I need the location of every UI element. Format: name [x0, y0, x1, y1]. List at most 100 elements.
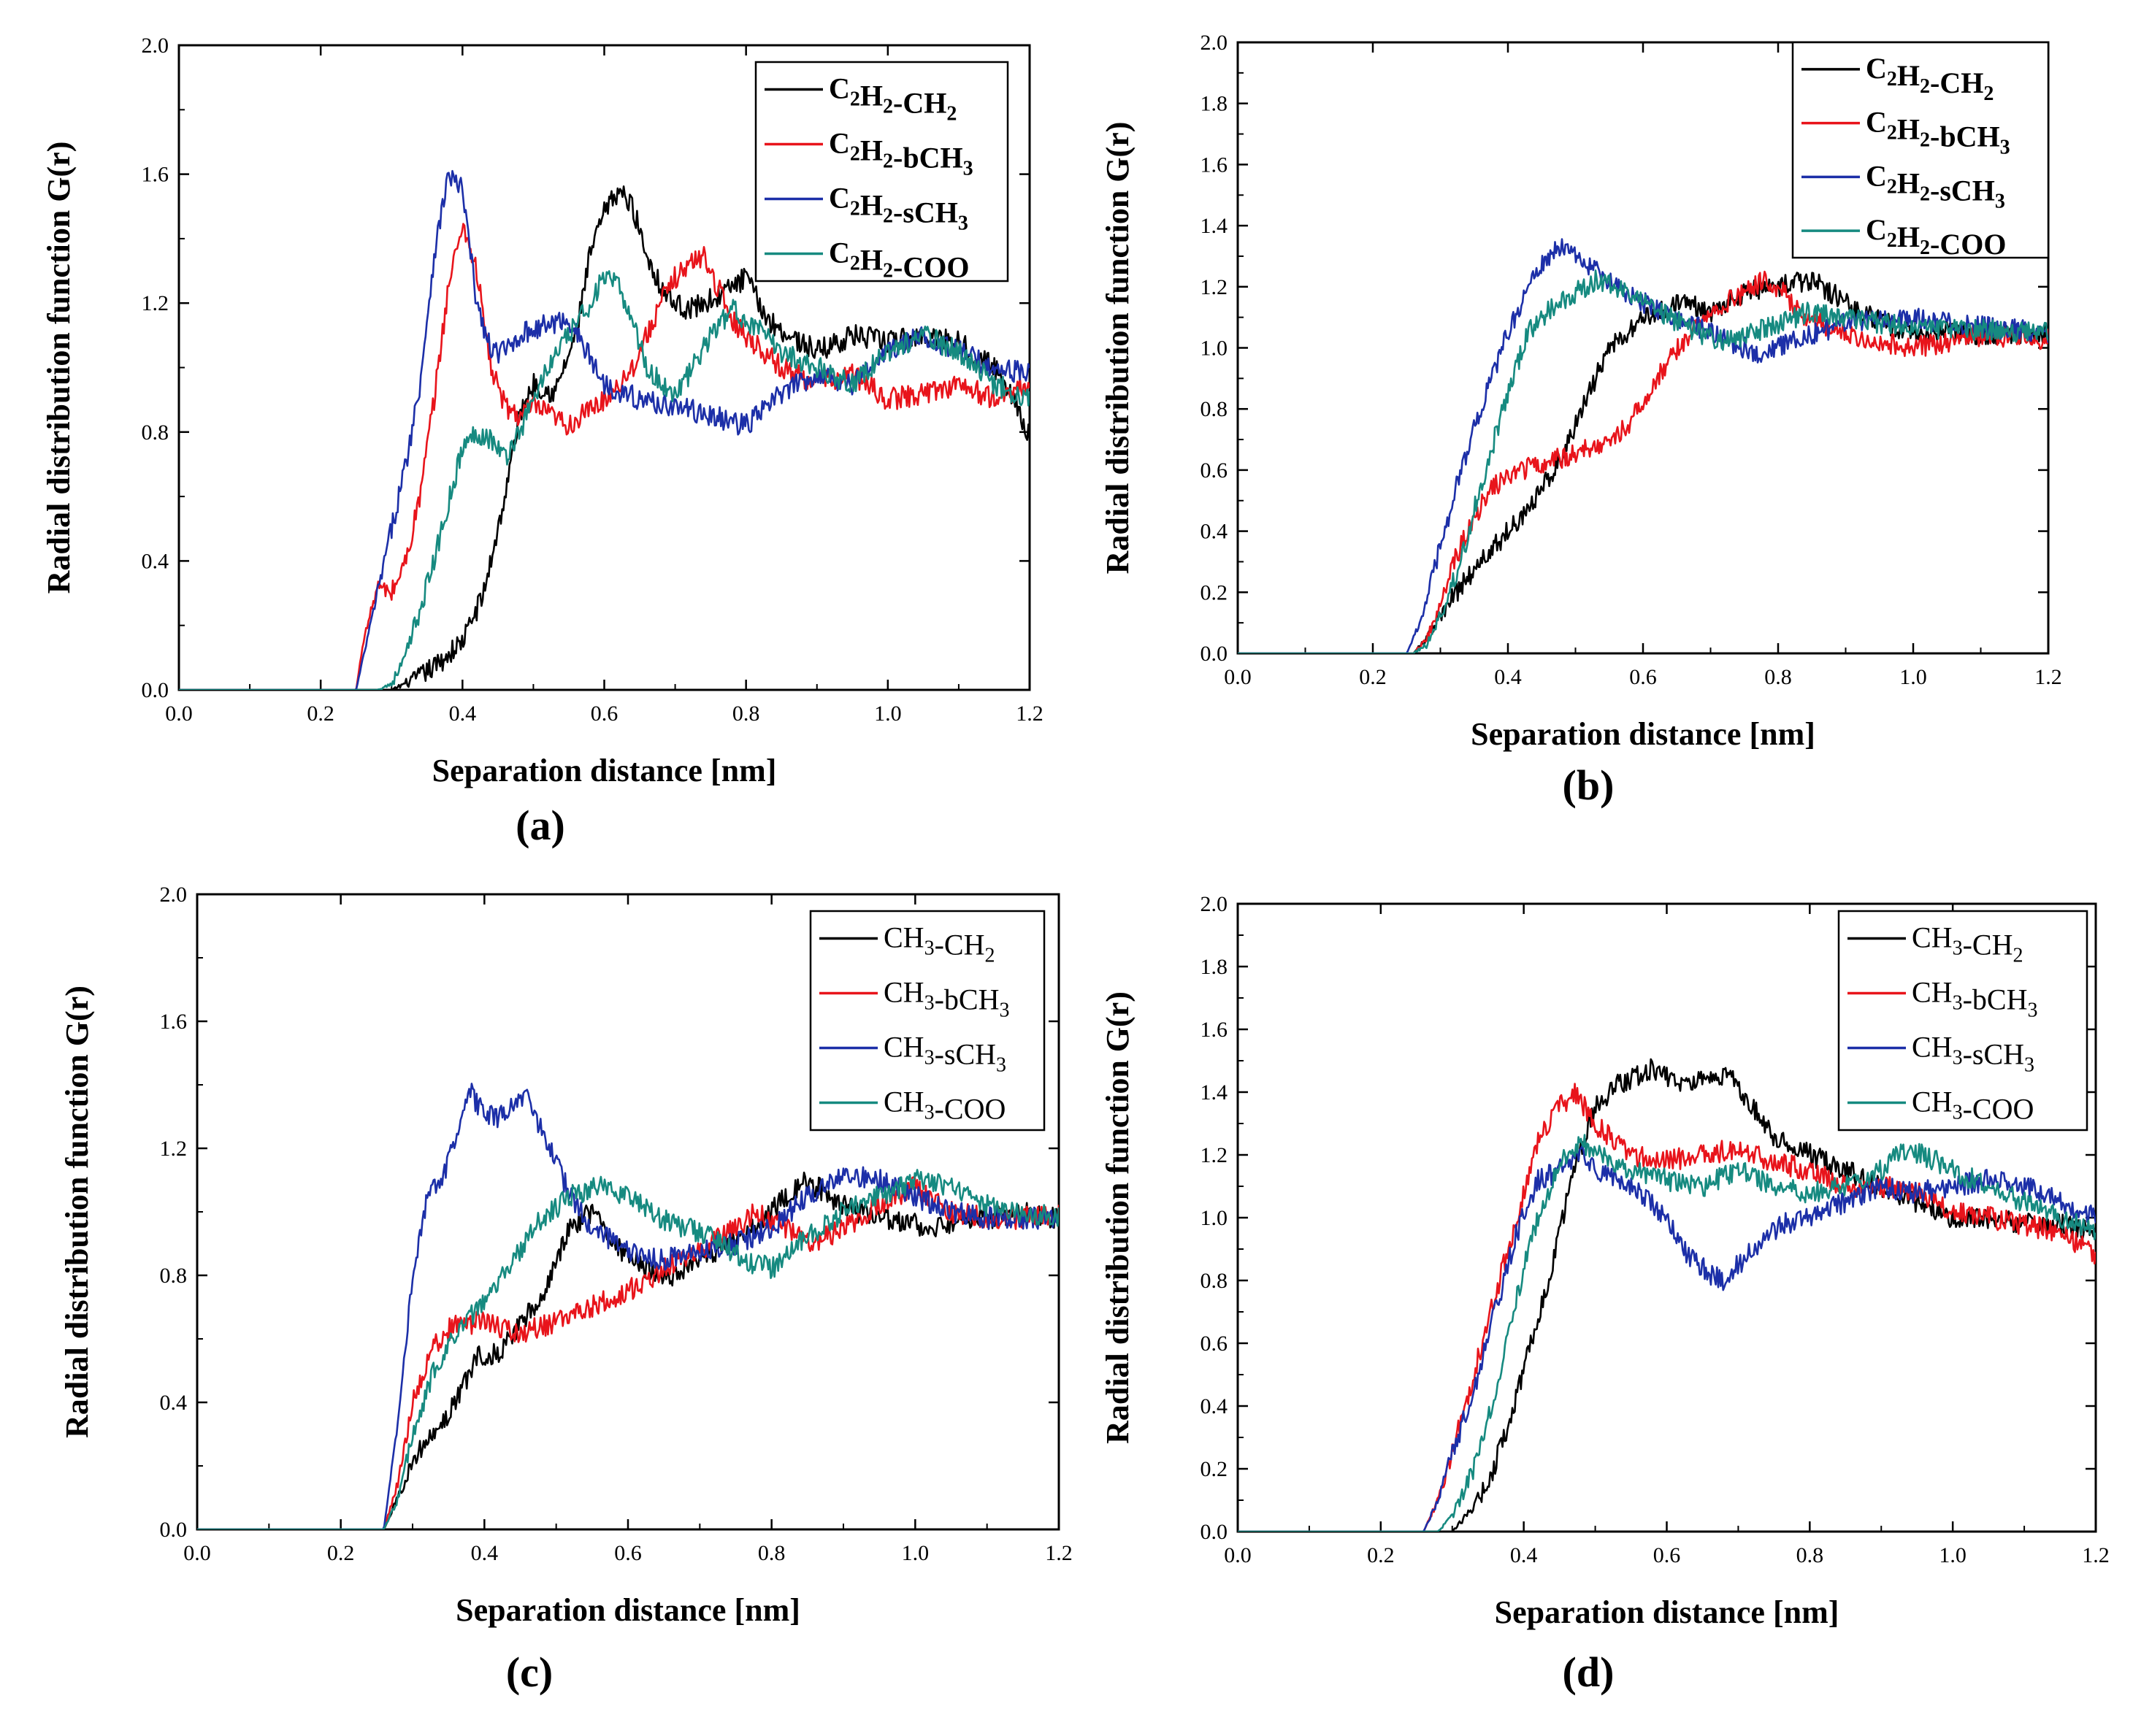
x-tick-label: 0.0 [165, 702, 193, 726]
x-axis-label: Separation distance [nm] [432, 753, 777, 788]
series-line-ch3-sch3 [197, 1083, 1059, 1529]
chart-panel-d: 0.0 0.2 0.4 0.6 0.8 1.0 1.2 0.0 0.2 0.4 0.6 0.8 1.0 1… [1100, 892, 2110, 1696]
legend-entry: C2H2-sCH3 [1866, 159, 2005, 212]
series-line-ch3-coo [1238, 1134, 2096, 1532]
chart-panel-c: 0.0 0.2 0.4 0.6 0.8 1.0 1.2 0.0 0.4 0.8 1.2 1.6 2.0 S… [59, 883, 1073, 1696]
legend-entry: C2H2-COO [1866, 213, 2006, 261]
legend-box [1837, 910, 2088, 1132]
legend-box [754, 61, 1009, 283]
series-line-ch3-coo [197, 1169, 1059, 1529]
x-tick-label: 0.4 [471, 1541, 499, 1565]
x-tick-label: 0.2 [1367, 1543, 1395, 1567]
legend-entry: CH3-COO [1912, 1086, 2034, 1126]
legend-entry: C2H2-sCH3 [829, 182, 968, 235]
x-tick-label: 1.0 [1939, 1543, 1967, 1567]
legend-entry: CH3-sCH3 [1912, 1031, 2034, 1077]
y-tick-label: 1.2 [1200, 1143, 1228, 1167]
y-tick-label: 0.4 [160, 1391, 188, 1415]
y-tick-label: 0.8 [1200, 397, 1228, 421]
x-tick-label: 1.0 [902, 1541, 930, 1565]
chart-panel-b: 0.0 0.2 0.4 0.6 0.8 1.0 1.2 0.0 0.2 0.4 0.6 0.8 1.0 1… [1100, 31, 2062, 809]
y-tick-label: 2.0 [1200, 892, 1228, 916]
y-tick-label: 1.2 [142, 291, 169, 315]
legend-box [1791, 41, 2050, 259]
legend-entry: C2H2-bCH3 [829, 127, 973, 180]
y-tick-label: 1.2 [1200, 275, 1228, 299]
legend-box [809, 910, 1046, 1132]
x-tick-label: 1.2 [2082, 1543, 2110, 1567]
y-tick-label: 1.6 [1200, 153, 1228, 177]
x-tick-label: 0.0 [1224, 1543, 1252, 1567]
series-line-c2h2-bch3 [179, 223, 1030, 690]
x-tick-label: 0.4 [1494, 665, 1522, 689]
series-line-c2h2-coo [179, 270, 1030, 690]
x-tick-label: 0.6 [1653, 1543, 1681, 1567]
y-tick-label: 0.0 [160, 1518, 188, 1542]
y-tick-label: 0.8 [160, 1264, 188, 1288]
y-tick-label: 0.6 [1200, 458, 1228, 483]
x-tick-label: 0.8 [732, 702, 760, 726]
y-tick-label: 0.4 [1200, 520, 1228, 544]
y-tick-label: 0.4 [142, 549, 169, 573]
y-tick-label: 1.4 [1200, 214, 1228, 238]
series-line-c2h2-ch2 [1238, 272, 2048, 653]
series-line-ch3-sch3 [1238, 1145, 2096, 1532]
x-tick-label: 1.0 [874, 702, 902, 726]
y-axis-label: Radial distribution function G(r) [59, 986, 95, 1438]
x-tick-label: 1.2 [2034, 665, 2062, 689]
series-line-ch3-ch2 [197, 1171, 1059, 1529]
legend-entry: CH3-bCH3 [1912, 976, 2037, 1022]
y-tick-label: 0.4 [1200, 1394, 1228, 1418]
y-tick-label: 1.6 [1200, 1018, 1228, 1042]
y-axis-label: Radial distribution function G(r) [41, 142, 77, 594]
legend-entry: CH3-bCH3 [884, 976, 1009, 1022]
x-tick-label: 1.2 [1045, 1541, 1073, 1565]
legend-entry: C2H2-CH2 [1866, 52, 1994, 105]
legend-entry: C2H2-bCH3 [1866, 106, 2010, 159]
x-tick-label: 0.6 [591, 702, 619, 726]
series-line-ch3-ch2 [1238, 1058, 2096, 1532]
x-tick-label: 0.8 [1796, 1543, 1824, 1567]
legend-entry: CH3-CH2 [884, 921, 995, 967]
y-tick-label: 1.2 [160, 1137, 188, 1161]
series-line-ch3-bch3 [197, 1176, 1059, 1529]
y-tick-label: 1.6 [142, 163, 169, 187]
series-line-ch3-bch3 [1238, 1083, 2096, 1532]
panel-label: (d) [1563, 1648, 1615, 1696]
x-tick-label: 1.2 [1016, 702, 1043, 726]
y-tick-label: 0.8 [1200, 1269, 1228, 1293]
y-tick-label: 0.2 [1200, 580, 1228, 604]
x-tick-label: 0.2 [327, 1541, 355, 1565]
x-axis-label: Separation distance [nm] [1471, 716, 1815, 752]
x-tick-label: 0.8 [1764, 665, 1792, 689]
panel-label: (c) [506, 1648, 553, 1696]
y-tick-label: 1.8 [1200, 92, 1228, 116]
y-tick-label: 0.8 [142, 420, 169, 445]
x-axis-label: Separation distance [nm] [1495, 1594, 1839, 1630]
series-line-c2h2-bch3 [1238, 270, 2048, 653]
x-tick-label: 0.2 [307, 702, 334, 726]
y-tick-label: 0.0 [1200, 1520, 1228, 1544]
legend: CH3-CH2 CH3-bCH3 CH3-sCH3 CH3-COO [1837, 910, 2088, 1132]
legend-entry: CH3-COO [884, 1086, 1006, 1126]
y-tick-label: 1.4 [1200, 1080, 1228, 1105]
y-tick-label: 2.0 [142, 34, 169, 58]
x-tick-label: 0.2 [1359, 665, 1387, 689]
legend: CH3-CH2 CH3-bCH3 CH3-sCH3 CH3-COO [809, 910, 1046, 1132]
x-tick-label: 0.6 [614, 1541, 642, 1565]
y-tick-label: 2.0 [1200, 31, 1228, 55]
panel-label: (b) [1563, 761, 1615, 809]
chart-panel-a: 0.0 0.2 0.4 0.6 0.8 1.0 1.2 0.0 0.4 0.8 1.2 1.6 2.0 S… [41, 34, 1043, 849]
y-tick-label: 2.0 [160, 883, 188, 907]
x-tick-label: 0.4 [1510, 1543, 1538, 1567]
legend-entry: CH3-sCH3 [884, 1031, 1006, 1077]
y-tick-label: 1.6 [160, 1010, 188, 1034]
y-tick-label: 1.8 [1200, 955, 1228, 979]
series-line-c2h2-sch3 [1238, 238, 2048, 653]
x-tick-label: 0.0 [183, 1541, 211, 1565]
x-tick-label: 0.4 [449, 702, 477, 726]
panel-label: (a) [516, 802, 565, 849]
